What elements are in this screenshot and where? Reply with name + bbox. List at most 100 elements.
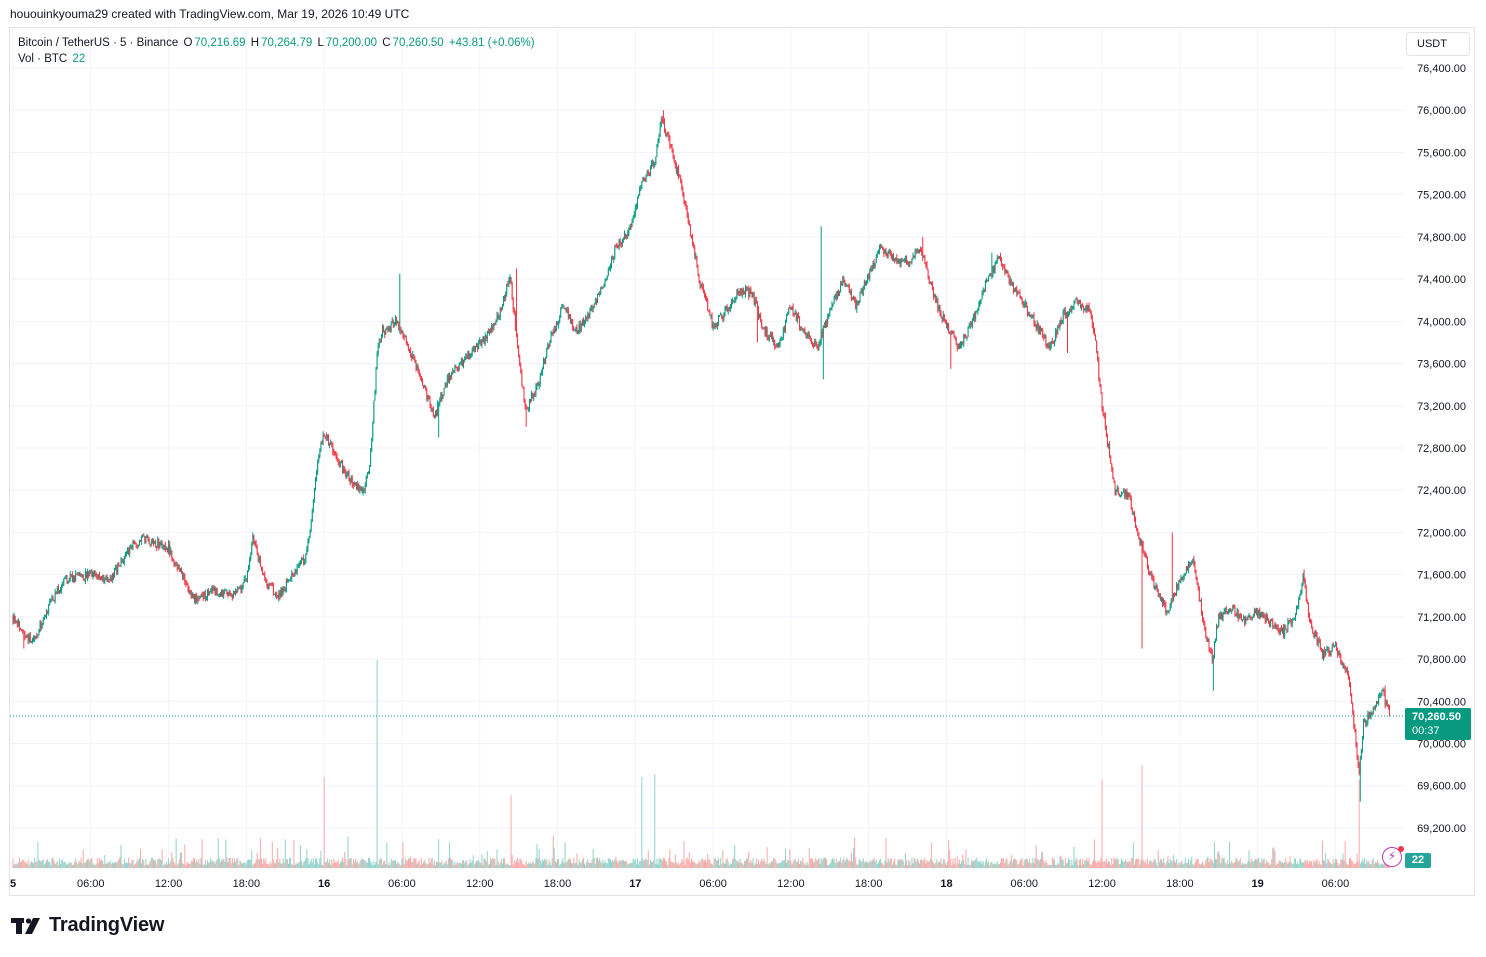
volume-bar: [1363, 862, 1365, 868]
candle-body: [26, 636, 28, 638]
candle-body: [1207, 640, 1209, 642]
volume-bar: [1129, 862, 1131, 868]
volume-bar: [80, 857, 82, 868]
candle-body: [242, 582, 244, 589]
volume-bar: [305, 857, 307, 868]
candle-body: [904, 258, 906, 260]
candle-body: [1045, 335, 1047, 346]
candle-body: [958, 344, 960, 348]
candle-body: [1327, 648, 1329, 650]
volume-bar: [612, 859, 614, 868]
candle-body: [1073, 302, 1075, 307]
volume-bar: [309, 861, 311, 868]
candle-body: [224, 590, 226, 592]
candle-body: [123, 556, 125, 563]
candle-body: [954, 336, 956, 339]
volume-bar: [1169, 858, 1171, 868]
candle-body: [56, 587, 58, 594]
candle-body: [462, 358, 463, 366]
candle-body: [1140, 541, 1142, 544]
candle-body: [763, 327, 765, 329]
candle-body: [678, 167, 679, 177]
candle-body: [1019, 292, 1021, 297]
candle-body: [215, 588, 217, 594]
candle-body: [452, 370, 454, 374]
volume-bar: [559, 865, 561, 868]
volume-bar: [635, 864, 637, 868]
volume-bar: [697, 863, 699, 868]
volume-bar: [430, 859, 432, 868]
candle-body: [1033, 314, 1035, 324]
volume-label[interactable]: Vol · BTC: [18, 53, 68, 65]
volume-bar: [1172, 854, 1174, 868]
lightning-icon[interactable]: ⚡: [1382, 846, 1404, 867]
candle-body: [164, 545, 166, 550]
symbol-title[interactable]: Bitcoin / TetherUS · 5 · Binance: [18, 37, 179, 49]
volume-bar: [326, 858, 328, 868]
volume-bar: [751, 862, 753, 868]
volume-bar: [843, 857, 845, 868]
candle-body: [382, 327, 383, 335]
candle-body: [447, 376, 449, 382]
candle-body: [792, 306, 794, 314]
volume-bar: [1365, 863, 1367, 868]
candle-body: [194, 595, 195, 603]
volume-bar: [114, 862, 116, 868]
candle-body: [648, 173, 650, 176]
candle-body: [924, 255, 926, 263]
candle-body: [15, 620, 17, 623]
volume-bar: [625, 860, 627, 868]
candle-body: [424, 385, 426, 388]
volume-bar: [1139, 864, 1141, 868]
y-tick-label: 72,000.00: [1417, 527, 1466, 539]
candle-body: [17, 621, 19, 626]
tradingview-logo[interactable]: TradingView: [11, 914, 164, 937]
volume-bar: [286, 859, 288, 868]
volume-bar: [1047, 865, 1049, 868]
candle-body: [699, 281, 701, 286]
candle-body: [291, 573, 293, 579]
candle-body: [619, 239, 621, 244]
volume-bar: [160, 860, 162, 868]
volume-bar: [394, 860, 396, 868]
volume-bar: [508, 864, 510, 868]
volume-bar: [1184, 857, 1186, 868]
candle-body: [512, 299, 514, 310]
currency-button[interactable]: USDT: [1406, 32, 1470, 56]
volume-bar: [1103, 860, 1105, 868]
volume-bar: [528, 863, 530, 868]
candle-body: [302, 557, 304, 561]
candle-body: [1346, 669, 1348, 674]
volume-bar: [669, 849, 671, 868]
volume-bar: [547, 864, 549, 868]
candle-body: [100, 576, 101, 579]
candle-body: [377, 344, 379, 354]
volume-bar: [1273, 847, 1275, 868]
candle-body: [1040, 325, 1041, 332]
candle-body: [118, 563, 120, 566]
candle-body: [1183, 575, 1185, 578]
volume-bar: [26, 864, 28, 868]
volume-bar: [819, 863, 821, 868]
volume-bar: [242, 862, 244, 868]
volume-bar: [101, 859, 103, 868]
candle-body: [902, 260, 904, 262]
candle-body: [453, 370, 455, 371]
candle-body: [23, 631, 25, 633]
volume-bar: [60, 864, 62, 868]
volume-bar: [1041, 852, 1043, 868]
volume-bar: [275, 863, 277, 868]
volume-bar: [597, 857, 599, 868]
volume-bar: [1287, 863, 1289, 868]
volume-bar: [1371, 859, 1373, 868]
volume-bar: [895, 864, 897, 868]
volume-bar: [1364, 857, 1366, 868]
volume-bar: [1002, 858, 1004, 868]
volume-bar: [807, 864, 809, 868]
candle-body: [390, 323, 392, 331]
candle-body: [398, 321, 400, 330]
candle-body: [222, 592, 224, 598]
volume-bar: [957, 863, 959, 868]
candle-body: [1179, 580, 1181, 583]
